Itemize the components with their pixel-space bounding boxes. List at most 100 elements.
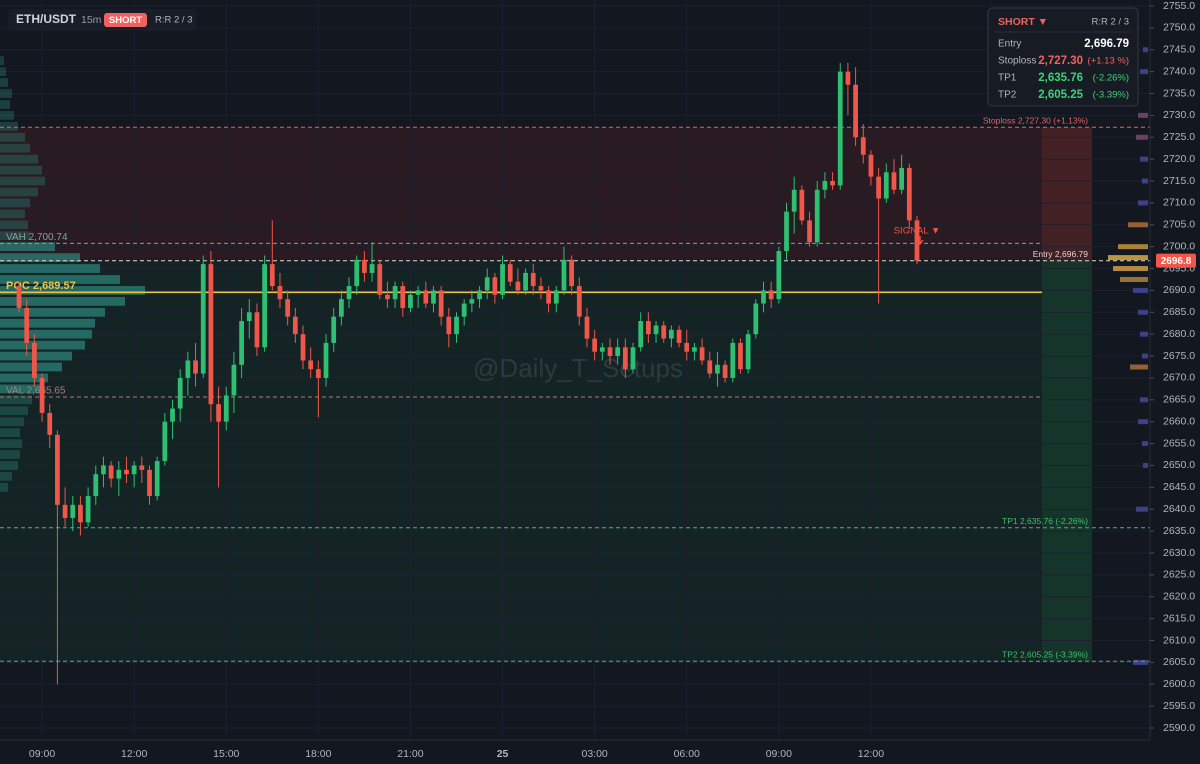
y-tick-label: 2735.0 bbox=[1163, 87, 1195, 99]
candle-body bbox=[223, 395, 229, 422]
profile-bar bbox=[0, 176, 45, 186]
y-tick-label: 2640.0 bbox=[1163, 503, 1195, 515]
candle-body bbox=[93, 474, 99, 497]
candle-body bbox=[331, 316, 337, 343]
right-profile-bar bbox=[1138, 309, 1148, 315]
candle-body bbox=[883, 172, 889, 199]
candle-body bbox=[400, 286, 406, 308]
symbol: ETH/USDT bbox=[16, 12, 77, 26]
candle-body bbox=[653, 325, 659, 335]
price-tags: 2696.8 bbox=[1156, 253, 1196, 268]
x-tick-label: 03:00 bbox=[582, 748, 608, 760]
profile-bar bbox=[0, 395, 32, 405]
level-label: Stoploss 2,727.30 (+1.13%) bbox=[983, 115, 1088, 125]
y-tick-label: 2670.0 bbox=[1163, 372, 1195, 384]
trade-panel: SHORT ▼ R:R 2 / 3 Entry 2,696.79 Stoplos… bbox=[987, 7, 1139, 107]
profile-bar bbox=[0, 264, 100, 273]
candle-body bbox=[753, 303, 759, 335]
x-tick-label: 15:00 bbox=[213, 748, 239, 760]
candle-body bbox=[814, 189, 820, 243]
y-tick-label: 2755.0 bbox=[1163, 0, 1195, 12]
right-profile-bar bbox=[1128, 222, 1148, 228]
panel-stoploss-change: (+1.13 %) bbox=[1088, 56, 1129, 67]
candle-body bbox=[684, 342, 690, 352]
panel-tp2-change: (-3.39%) bbox=[1093, 90, 1129, 101]
zone bbox=[0, 127, 1042, 261]
candle-body bbox=[899, 167, 905, 190]
right-profile-bar bbox=[1140, 331, 1148, 337]
y-tick-label: 2650.0 bbox=[1163, 459, 1195, 471]
volume-profile bbox=[0, 47, 1148, 665]
candle-body bbox=[860, 137, 866, 155]
x-tick-label: 25 bbox=[497, 748, 509, 760]
y-tick-label: 2680.0 bbox=[1163, 328, 1195, 340]
y-tick-label: 2685.0 bbox=[1163, 306, 1195, 318]
y-tick-label: 2635.0 bbox=[1163, 525, 1195, 537]
y-tick-label: 2745.0 bbox=[1163, 44, 1195, 56]
profile-bar bbox=[0, 242, 55, 252]
panel-stoploss-value: 2,727.30 bbox=[1038, 55, 1083, 67]
panel-tp2-label: TP2 bbox=[998, 90, 1017, 101]
right-profile-bar bbox=[1120, 276, 1148, 282]
candle-body bbox=[362, 259, 367, 273]
right-profile-bar bbox=[1143, 47, 1148, 53]
candle-body bbox=[761, 290, 766, 304]
candle-body bbox=[139, 465, 145, 470]
candle-body bbox=[784, 211, 789, 252]
right-profile-bar bbox=[1138, 112, 1148, 118]
candle-body bbox=[200, 264, 206, 374]
y-tick-label: 2710.0 bbox=[1163, 197, 1195, 209]
x-tick-label: 18:00 bbox=[305, 748, 331, 760]
candle-body bbox=[346, 286, 352, 300]
y-tick-label: 2730.0 bbox=[1163, 109, 1195, 121]
candle-body bbox=[676, 329, 682, 343]
profile-bar bbox=[0, 111, 14, 120]
candle-body bbox=[807, 220, 812, 243]
y-tick-label: 2705.0 bbox=[1163, 219, 1195, 231]
candle-body bbox=[845, 71, 851, 85]
profile-bar bbox=[0, 472, 12, 481]
profile-bar bbox=[0, 143, 30, 153]
candle-body bbox=[162, 421, 168, 462]
rr-label: R:R 2 / 3 bbox=[155, 15, 193, 26]
candle-body bbox=[415, 290, 421, 295]
candle-body bbox=[24, 307, 30, 343]
candle-body bbox=[116, 469, 122, 479]
last-price-label: 2696.8 bbox=[1161, 256, 1192, 267]
candle-body bbox=[231, 364, 237, 396]
signal-arrow bbox=[916, 236, 924, 246]
profile-bar bbox=[0, 187, 38, 197]
profile-bar bbox=[0, 450, 20, 459]
level-label: TP1 2,635.76 (-2.26%) bbox=[1002, 516, 1088, 526]
right-profile-bar bbox=[1118, 244, 1148, 250]
candle-body bbox=[876, 176, 881, 199]
candle-body bbox=[446, 316, 452, 335]
candle-body bbox=[78, 504, 83, 523]
candle-body bbox=[85, 496, 91, 523]
y-tick-label: 2665.0 bbox=[1163, 394, 1195, 406]
candle-body bbox=[630, 347, 636, 370]
level-label: VAH 2,700.74 bbox=[6, 232, 68, 243]
candle-body bbox=[538, 286, 544, 291]
profile-bar bbox=[0, 428, 20, 438]
candle-body bbox=[292, 316, 298, 335]
profile-bar bbox=[0, 461, 18, 470]
candle-body bbox=[454, 316, 459, 335]
candle-body bbox=[124, 469, 129, 475]
right-profile-bar bbox=[1113, 266, 1148, 272]
y-tick-label: 2625.0 bbox=[1163, 569, 1195, 581]
profile-bar bbox=[0, 78, 8, 87]
candle-body bbox=[745, 334, 751, 370]
candle-body bbox=[216, 404, 221, 422]
short-badge-text: SHORT bbox=[109, 15, 142, 26]
candle-body bbox=[569, 259, 575, 287]
right-profile-bar bbox=[1130, 364, 1148, 370]
zones bbox=[0, 127, 1092, 662]
candle-body bbox=[584, 316, 590, 339]
right-profile-bar bbox=[1142, 178, 1148, 184]
last-price-tag bbox=[1156, 253, 1196, 268]
candle-body bbox=[500, 264, 505, 295]
y-tick-label: 2750.0 bbox=[1163, 22, 1195, 34]
y-tick-label: 2720.0 bbox=[1163, 153, 1195, 165]
